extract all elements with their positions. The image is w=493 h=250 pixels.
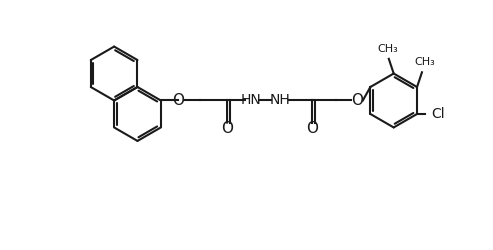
Text: O: O (306, 121, 318, 136)
Text: O: O (173, 93, 184, 108)
Text: O: O (221, 121, 233, 136)
Text: CH₃: CH₃ (378, 44, 398, 54)
Text: NH: NH (270, 94, 290, 108)
Text: O: O (351, 93, 363, 108)
Text: HN: HN (240, 94, 261, 108)
Text: CH₃: CH₃ (414, 58, 435, 68)
Text: Cl: Cl (431, 107, 444, 121)
